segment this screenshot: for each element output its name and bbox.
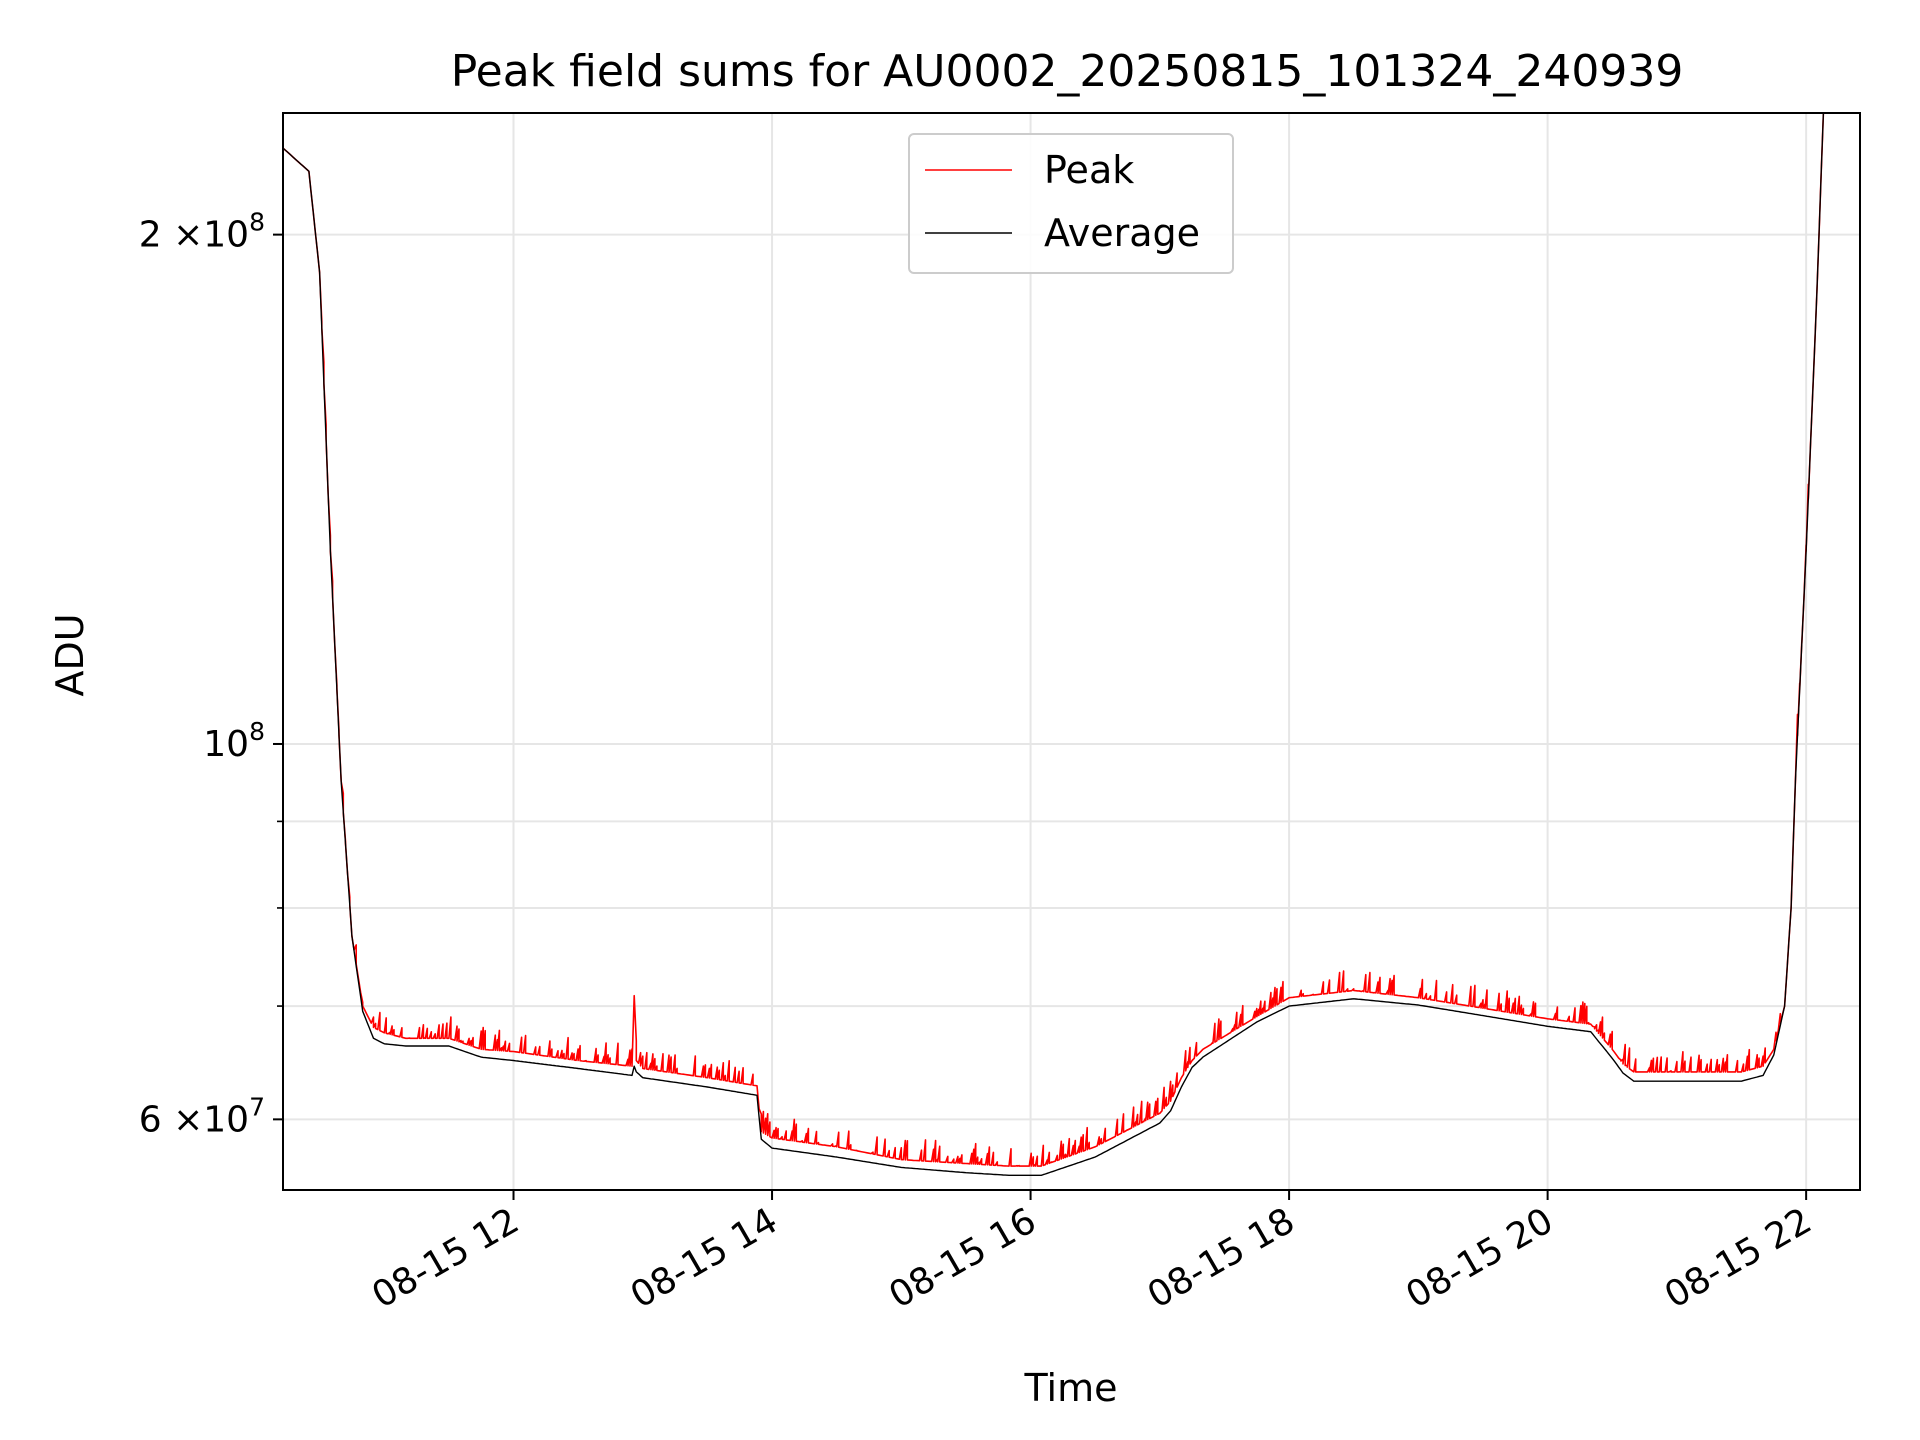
legend-box <box>908 133 1234 274</box>
legend: Peak Average <box>908 133 1234 274</box>
y-tick-label: 6 ×107 <box>139 1092 265 1140</box>
chart-title: Peak field sums for AU0002_20250815_1013… <box>451 46 1684 97</box>
series-layer <box>283 113 1825 1176</box>
legend-label-peak: Peak <box>1044 148 1134 192</box>
grid <box>283 113 1860 1190</box>
x-axis-label: Time <box>1024 1366 1118 1410</box>
plot-frame <box>282 112 1861 1191</box>
y-tick-label: 108 <box>203 717 265 765</box>
y-tick-label: 2 ×108 <box>139 208 265 256</box>
legend-label-average: Average <box>1044 211 1200 255</box>
series-line-peak <box>283 113 1825 1167</box>
plot-area <box>283 113 1860 1190</box>
y-axis-label: ADU <box>48 613 92 696</box>
series-line-average <box>283 113 1825 1176</box>
